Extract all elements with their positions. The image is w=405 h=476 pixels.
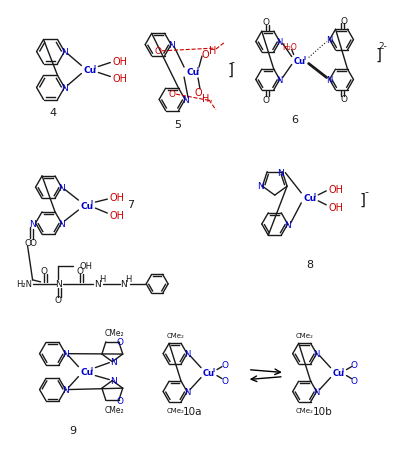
Text: N: N bbox=[110, 357, 116, 367]
Text: II: II bbox=[91, 200, 94, 205]
Text: H₂O: H₂O bbox=[281, 43, 296, 52]
Text: ]: ] bbox=[358, 192, 364, 207]
Text: OH: OH bbox=[109, 210, 124, 220]
Text: O: O bbox=[221, 360, 228, 369]
Text: H: H bbox=[99, 275, 105, 284]
Text: O: O bbox=[350, 360, 357, 369]
Text: N: N bbox=[61, 48, 68, 57]
Text: 2-: 2- bbox=[377, 42, 386, 51]
Text: H: H bbox=[125, 275, 131, 284]
Text: N: N bbox=[61, 84, 68, 93]
Text: N: N bbox=[94, 280, 100, 289]
Text: O: O bbox=[262, 96, 269, 105]
Text: N: N bbox=[256, 181, 263, 190]
Text: CMe₂: CMe₂ bbox=[295, 407, 313, 414]
Text: O: O bbox=[221, 377, 228, 385]
Text: O: O bbox=[116, 396, 123, 405]
Text: Cu: Cu bbox=[293, 57, 305, 66]
Text: O: O bbox=[40, 267, 47, 276]
Text: Cu: Cu bbox=[332, 368, 344, 377]
Text: O: O bbox=[116, 337, 123, 347]
Text: O: O bbox=[339, 95, 346, 104]
Text: II: II bbox=[196, 67, 199, 72]
Text: Cu: Cu bbox=[303, 194, 316, 203]
Text: CMe₂: CMe₂ bbox=[104, 405, 124, 414]
Text: -: - bbox=[364, 187, 367, 197]
Text: O: O bbox=[201, 50, 208, 60]
Text: O: O bbox=[168, 89, 175, 99]
Text: N: N bbox=[313, 349, 319, 358]
Text: N: N bbox=[326, 76, 332, 85]
Text: N: N bbox=[58, 183, 65, 192]
Text: Cu: Cu bbox=[81, 367, 94, 377]
Text: 6: 6 bbox=[290, 115, 297, 125]
Text: CMe₂: CMe₂ bbox=[166, 407, 183, 414]
Text: II: II bbox=[94, 64, 97, 69]
Text: 9: 9 bbox=[69, 426, 76, 436]
Text: N: N bbox=[326, 36, 332, 45]
Text: CMe₂: CMe₂ bbox=[104, 328, 124, 337]
Text: CMe₂: CMe₂ bbox=[166, 332, 183, 338]
Text: 5: 5 bbox=[174, 120, 181, 130]
Text: -: - bbox=[230, 58, 234, 68]
Text: N: N bbox=[29, 219, 36, 228]
Text: N: N bbox=[284, 220, 290, 229]
Text: O: O bbox=[24, 239, 31, 248]
Text: II: II bbox=[302, 55, 305, 60]
Text: CMe₂: CMe₂ bbox=[295, 332, 313, 338]
Text: Cu: Cu bbox=[81, 201, 94, 210]
Text: 10a: 10a bbox=[183, 407, 202, 416]
Text: N: N bbox=[183, 387, 190, 396]
Text: N: N bbox=[55, 280, 62, 289]
Text: II: II bbox=[313, 192, 316, 198]
Text: H: H bbox=[209, 46, 216, 56]
Text: N: N bbox=[110, 377, 116, 385]
Text: N: N bbox=[58, 219, 65, 228]
Text: O: O bbox=[29, 239, 36, 248]
Text: II: II bbox=[91, 366, 94, 371]
Text: II: II bbox=[341, 367, 344, 372]
Text: O: O bbox=[77, 267, 84, 276]
Text: N: N bbox=[181, 96, 188, 105]
Text: Cu: Cu bbox=[202, 368, 215, 377]
Text: N: N bbox=[119, 280, 126, 289]
Text: O: O bbox=[339, 17, 346, 26]
Text: ]: ] bbox=[375, 48, 380, 63]
Text: N: N bbox=[167, 41, 174, 50]
Text: O: O bbox=[262, 18, 269, 27]
Text: N: N bbox=[276, 76, 282, 85]
Text: O: O bbox=[55, 296, 62, 305]
Text: N: N bbox=[313, 387, 319, 396]
Text: OH: OH bbox=[327, 185, 342, 195]
Text: 4: 4 bbox=[49, 108, 56, 118]
Text: N: N bbox=[62, 349, 69, 358]
Text: 10b: 10b bbox=[312, 407, 332, 416]
Text: 8: 8 bbox=[305, 259, 312, 269]
Text: H₂N: H₂N bbox=[16, 280, 32, 289]
Text: N: N bbox=[276, 38, 282, 47]
Text: OH: OH bbox=[109, 193, 124, 203]
Text: II: II bbox=[212, 367, 215, 372]
Text: OH: OH bbox=[79, 262, 92, 271]
Text: O: O bbox=[350, 377, 357, 385]
Text: N: N bbox=[183, 349, 190, 358]
Text: Cu: Cu bbox=[83, 66, 97, 75]
Text: N: N bbox=[276, 169, 283, 178]
Text: Cu: Cu bbox=[186, 69, 199, 77]
Text: OH: OH bbox=[112, 56, 127, 66]
Text: H: H bbox=[202, 94, 209, 104]
Text: ]: ] bbox=[227, 63, 233, 78]
Text: O: O bbox=[194, 88, 201, 98]
Text: OH: OH bbox=[327, 202, 342, 212]
Text: N: N bbox=[62, 385, 69, 394]
Text: 7: 7 bbox=[126, 199, 134, 209]
Text: OH: OH bbox=[112, 74, 127, 84]
Text: O: O bbox=[154, 47, 161, 56]
